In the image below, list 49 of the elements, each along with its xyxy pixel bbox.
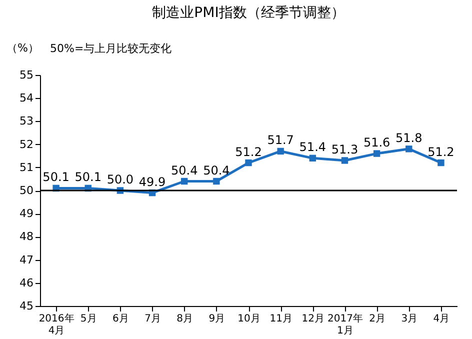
x-tick-label: 10月 <box>238 314 260 324</box>
x-tick-label: 6月 <box>112 314 129 324</box>
chart-title: 制造业PMI指数（经季节调整） <box>152 5 345 21</box>
data-label: 49.9 <box>138 174 166 189</box>
point <box>180 178 188 185</box>
y-tick-label: 49 <box>20 207 34 220</box>
x-tick-label: 2017年 1月 <box>328 312 363 336</box>
data-label: 51.3 <box>331 142 358 156</box>
data-label: 50.0 <box>106 172 134 186</box>
y-tick-label: 48 <box>20 230 34 244</box>
x-tick-label: 3月 <box>401 314 418 324</box>
point <box>438 159 444 166</box>
data-label: 51.8 <box>396 130 422 145</box>
data-label: 51.6 <box>363 136 390 150</box>
y-axis-title: （%） <box>6 42 39 54</box>
data-label: 51.4 <box>299 140 326 154</box>
x-tick-label: 11月 <box>270 314 292 324</box>
y-tick-label: 47 <box>20 253 34 266</box>
data-label: 51.2 <box>235 144 262 159</box>
y-tick-label: 45 <box>20 300 34 312</box>
data-label: 50.1 <box>42 170 70 184</box>
x-tick-label: 7月 <box>144 314 161 324</box>
x-tick-label: 8月 <box>176 314 194 324</box>
y-tick-label: 55 <box>20 68 34 82</box>
data-label: 51.2 <box>428 144 454 159</box>
point <box>213 178 220 185</box>
y-tick-label: 50 <box>20 184 34 197</box>
x-tick-label: 5月 <box>80 314 97 324</box>
point <box>341 157 348 164</box>
point <box>309 154 316 162</box>
y-tick-label: 51 <box>20 160 34 174</box>
x-tick-label: 9月 <box>208 314 226 324</box>
x-tick-label: 2016年 4月 <box>38 312 74 336</box>
point <box>406 146 412 152</box>
point <box>373 150 380 157</box>
data-label: 50.4 <box>170 163 198 178</box>
x-tick-label: 4月 <box>433 314 450 324</box>
data-label: 50.4 <box>203 163 230 178</box>
x-tick-label: 12月 <box>302 314 325 324</box>
point <box>245 159 252 166</box>
data-label: 50.1 <box>74 170 102 184</box>
point <box>277 148 284 155</box>
y-tick-label: 52 <box>20 138 34 151</box>
y-tick-label: 53 <box>20 114 34 128</box>
text: 50%=与上月比较无变化 <box>50 42 172 55</box>
x-tick-label: 2月 <box>369 314 386 324</box>
y-tick-label: 54 <box>20 92 34 105</box>
data-label: 51.7 <box>267 133 294 148</box>
y-tick-label: 46 <box>20 276 34 290</box>
